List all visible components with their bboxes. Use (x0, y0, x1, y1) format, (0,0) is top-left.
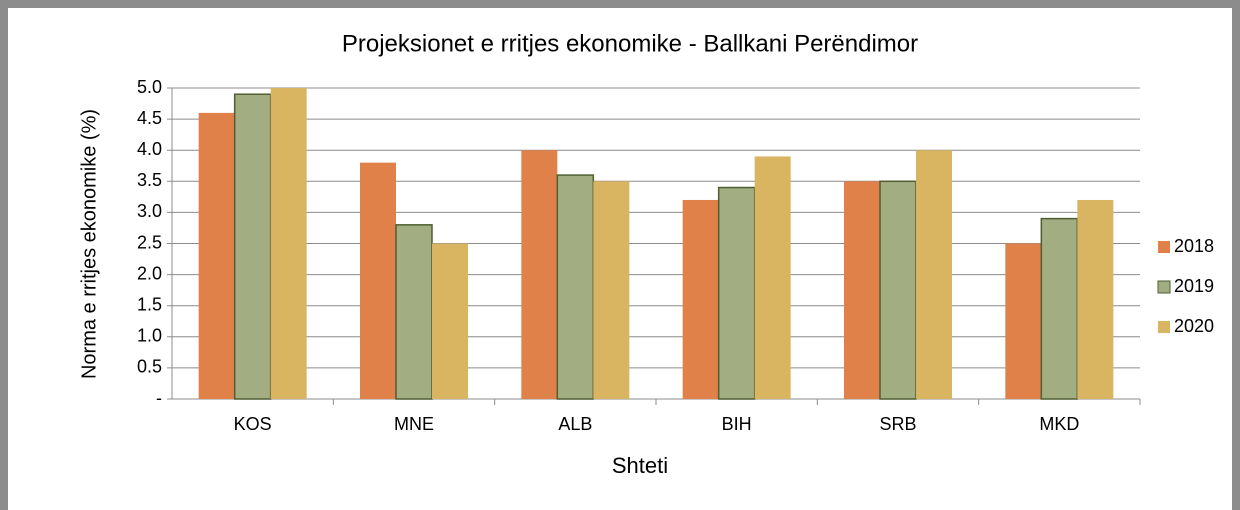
y-tick-label: 5.0 (137, 77, 162, 97)
legend-swatch (1158, 241, 1170, 253)
bar (754, 156, 791, 399)
legend-label: 2019 (1174, 276, 1214, 296)
bar (682, 199, 719, 399)
y-tick-label: 4.0 (137, 139, 162, 159)
bar (844, 181, 880, 399)
bar (593, 181, 630, 399)
legend-swatch (1158, 321, 1170, 333)
y-axis-title: Norma e rritjes ekonomike (%) (78, 109, 100, 379)
y-tick-label: 0.5 (137, 357, 162, 377)
y-tick-label: 1.5 (137, 294, 162, 314)
bar (233, 93, 272, 400)
x-tick-label: MKD (1039, 414, 1079, 434)
bar (916, 150, 952, 399)
legend-label: 2018 (1174, 236, 1214, 256)
x-tick-label: ALB (558, 414, 592, 434)
bar (879, 180, 917, 400)
bar (198, 112, 235, 399)
y-tick-label: 1.0 (137, 326, 162, 346)
bar (1077, 199, 1114, 399)
x-tick-label: MNE (394, 414, 434, 434)
bar (521, 150, 558, 399)
legend-label: 2020 (1174, 316, 1214, 336)
y-tick-label: 3.5 (137, 170, 162, 190)
bar (1040, 217, 1079, 400)
x-axis-title: Shteti (612, 453, 668, 478)
bar (432, 243, 468, 399)
y-tick-label: 2.5 (137, 232, 162, 252)
y-tick-label: 3.0 (137, 201, 162, 221)
x-tick-label: BIH (722, 414, 752, 434)
bar (717, 186, 756, 400)
bar (360, 162, 396, 399)
legend-swatch (1157, 280, 1171, 294)
y-tick-label: 4.5 (137, 108, 162, 128)
x-tick-label: KOS (234, 414, 272, 434)
bar (270, 88, 307, 399)
y-tick-label: 2.0 (137, 263, 162, 283)
x-tick-label: SRB (879, 414, 916, 434)
bar (395, 224, 433, 400)
chart-title: Projeksionet e rritjes ekonomike - Ballk… (342, 30, 918, 57)
bar (1005, 243, 1042, 399)
y-tick-label: - (156, 388, 162, 408)
bar (556, 174, 595, 400)
